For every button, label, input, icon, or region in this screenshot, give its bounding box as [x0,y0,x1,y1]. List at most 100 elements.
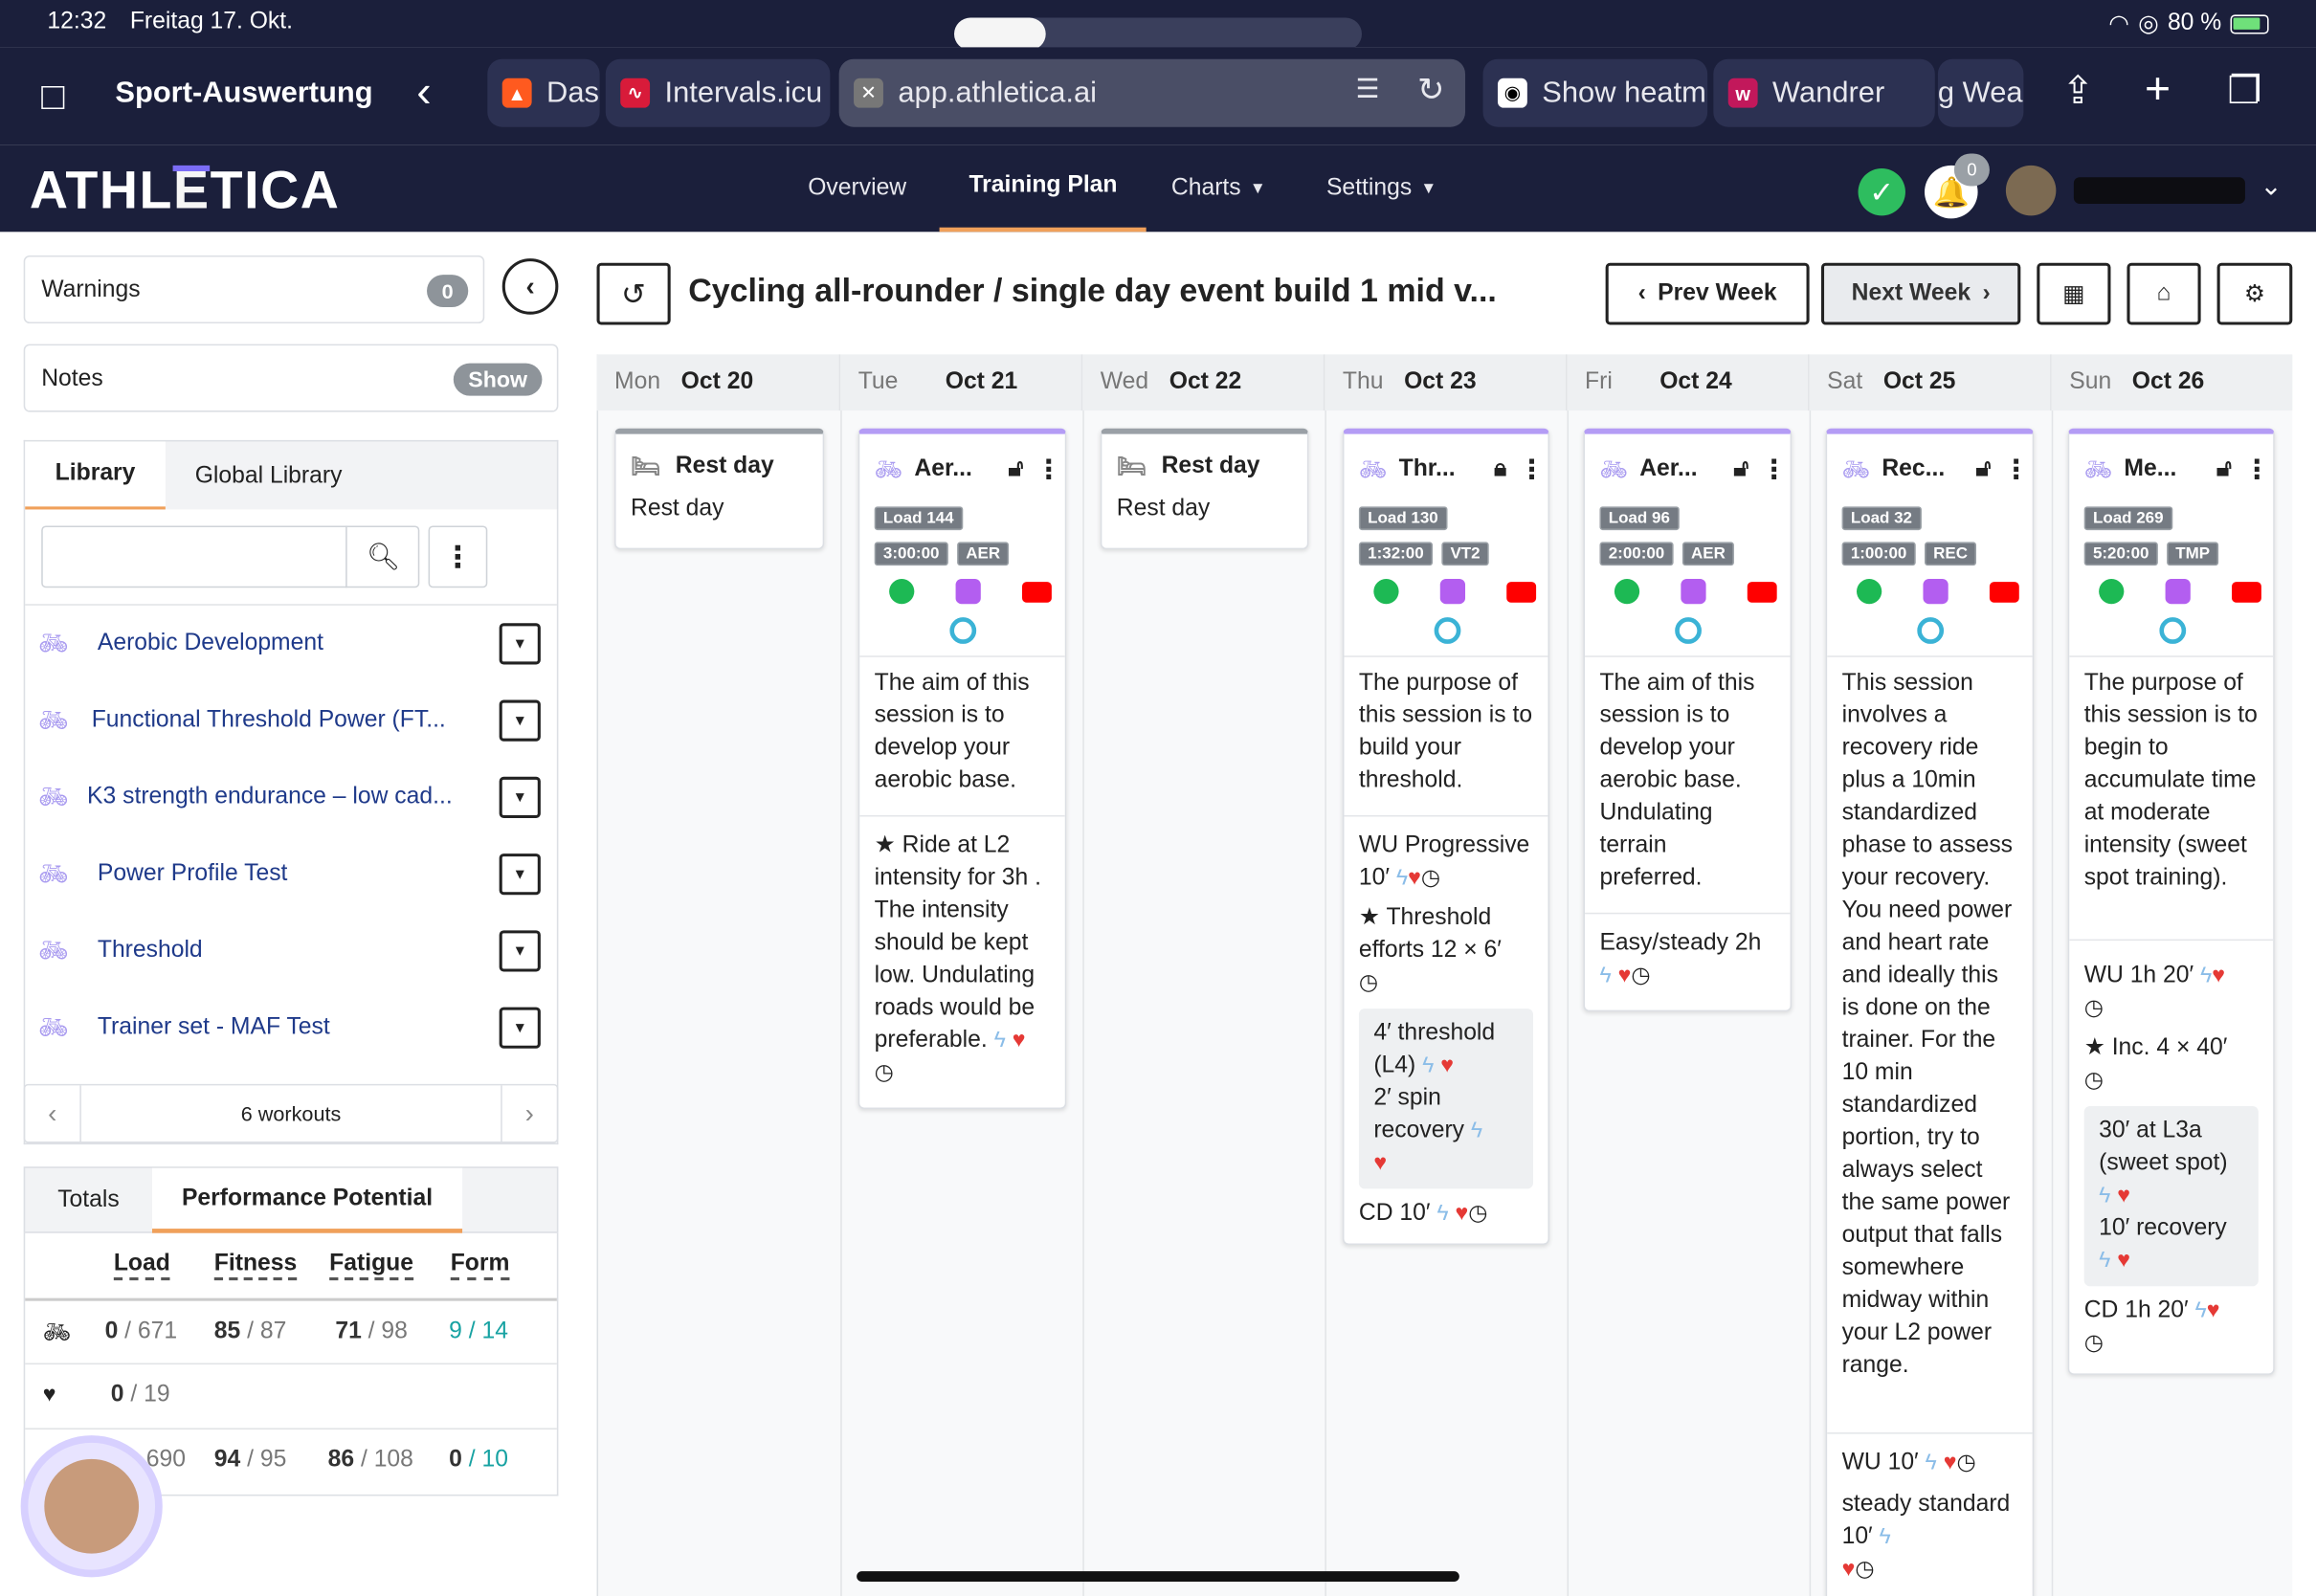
tab-totals[interactable]: Totals [57,1168,120,1233]
notes-show-button[interactable]: Show [453,363,543,396]
workout-card[interactable]: 🚲︎ Me... 🔓︎ ⋮ Load 269 5:20:00 TMP The purpo… [2067,428,2275,1375]
library-item[interactable]: 🚲︎ Threshold ▼ [24,913,559,989]
browser-tab-5[interactable]: w Wandrer [1713,58,1935,127]
next-week-button[interactable]: Next Week › [1820,262,2021,325]
chevron-down-icon[interactable]: ▼ [499,853,541,896]
spotify-icon[interactable] [1857,578,1882,605]
kebab-icon[interactable]: ⋮ [1760,454,1788,484]
reload-icon[interactable]: ↻ [1416,71,1445,108]
horizontal-scrollbar[interactable] [857,1571,1459,1582]
tab-global-library[interactable]: Global Library [195,441,343,511]
library-item[interactable]: 🚲︎ Power Profile Test ▼ [24,836,559,913]
podcast-app-icon[interactable] [1923,578,1949,605]
library-item-label: Power Profile Test [97,860,288,887]
rest-day-card[interactable]: 🛏︎ Rest day Rest day [614,428,825,550]
sidebar-toggle-icon[interactable]: □ [41,74,65,119]
browser-tab-2[interactable]: ∿ Intervals.icu [605,58,831,127]
tab-group-title[interactable]: Sport-Auswertung [115,77,373,110]
library-item[interactable]: 🚲︎ Aerobic Development ▼ [24,606,559,682]
browser-tab-4[interactable]: ◉ Show heatm [1482,58,1708,127]
history-button[interactable]: ↺ [596,262,671,325]
podcast-icon[interactable] [1675,617,1702,644]
workout-card[interactable]: 🚲︎ Thr... 🔒︎ ⋮ Load 130 1:32:00 VT2 The purp… [1342,428,1549,1246]
new-tab-icon[interactable]: + [2144,64,2171,114]
podcast-icon[interactable] [949,617,977,644]
media-pill[interactable] [954,17,1362,51]
chevron-down-icon[interactable]: ⌄ [2260,171,2283,201]
unlock-icon[interactable]: 🔓︎ [1975,455,1992,482]
calendar-button[interactable]: ▦ [2037,262,2111,325]
status-check-icon[interactable]: ✓ [1858,167,1905,216]
podcast-app-icon[interactable] [955,578,981,605]
kebab-icon[interactable]: ⋮ [1035,454,1062,484]
youtube-icon[interactable] [1506,581,1537,602]
warnings-panel[interactable]: Warnings 0 [23,255,485,323]
podcast-icon[interactable] [1917,617,1945,644]
chevron-down-icon[interactable]: ▼ [499,699,541,742]
pager-prev-icon[interactable]: ‹ [25,1085,81,1142]
coach-avatar-button[interactable] [20,1435,163,1578]
youtube-icon[interactable] [1989,581,2019,602]
chevron-down-icon[interactable]: ▼ [499,776,541,819]
pager-next-icon[interactable]: › [501,1085,557,1142]
unlock-icon[interactable]: 🔓︎ [2216,455,2233,482]
podcast-icon[interactable] [2159,617,2187,644]
header-fatigue[interactable]: Fatigue [329,1251,413,1281]
close-tab-icon[interactable]: ✕ [854,78,883,108]
chevron-down-icon[interactable]: ▼ [499,930,541,972]
youtube-icon[interactable] [1022,581,1052,602]
spotify-icon[interactable] [2099,578,2125,605]
kebab-icon[interactable]: ⋮ [2002,454,2030,484]
nav-training-plan[interactable]: Training Plan [939,144,1147,233]
header-form[interactable]: Form [450,1251,510,1281]
workout-card[interactable]: 🚲︎ Rec... 🔓︎ ⋮ Load 32 1:00:00 REC This sess… [1825,428,2035,1596]
athletica-logo[interactable]: ATHLETICA [30,160,341,222]
podcast-app-icon[interactable] [1439,578,1466,605]
prev-week-button[interactable]: ‹ Prev Week [1605,262,1810,325]
kebab-icon[interactable]: ⋮ [1518,454,1546,484]
spotify-icon[interactable] [1614,578,1640,605]
browser-tab-1[interactable]: ▲ Das [487,58,600,127]
youtube-icon[interactable] [1747,581,1777,602]
settings-button[interactable]: ⚙ [2216,262,2293,325]
user-avatar[interactable] [2005,165,2057,216]
spotify-icon[interactable] [889,578,915,605]
header-load[interactable]: Load [113,1251,170,1281]
tab-library[interactable]: Library [25,441,166,512]
spotify-icon[interactable] [1373,578,1399,605]
library-menu-button[interactable]: ⋮ [428,525,488,588]
podcast-app-icon[interactable] [2165,578,2191,605]
chevron-down-icon[interactable]: ▼ [499,1007,541,1049]
browser-tab-active[interactable]: ✕ app.athletica.ai ☰ ↻ [838,58,1466,127]
home-button[interactable]: ⌂ [2127,262,2201,325]
podcast-app-icon[interactable] [1681,578,1706,605]
unlock-icon[interactable]: 🔓︎ [1733,455,1749,482]
url-text[interactable]: app.athletica.ai [898,76,1098,109]
rest-day-card[interactable]: 🛏︎ Rest day Rest day [1100,428,1309,550]
tab-performance-potential[interactable]: Performance Potential [151,1167,463,1233]
library-item[interactable]: 🚲︎ Trainer set - MAF Test ▼ [24,989,559,1066]
collapse-panel-button[interactable]: ‹ [501,258,559,315]
workout-card[interactable]: 🚲︎ Aer... 🔓︎ ⋮ Load 144 3:00:00 AER The aim … [857,428,1067,1110]
youtube-icon[interactable] [2232,581,2261,602]
lock-icon[interactable]: 🔒︎ [1494,455,1507,482]
chevron-down-icon[interactable]: ▼ [499,623,541,665]
workout-card[interactable]: 🚲︎ Aer... 🔓︎ ⋮ Load 96 2:00:00 AER The aim o… [1583,428,1793,1012]
share-icon[interactable]: ⇪ [2061,67,2095,113]
tab-overview-icon[interactable]: ❐ [2227,67,2262,113]
nav-charts[interactable]: Charts ▼ [1171,144,1266,232]
nav-settings[interactable]: Settings ▼ [1326,144,1436,232]
podcast-icon[interactable] [1434,617,1461,644]
search-button[interactable]: 🔍︎ [345,525,419,588]
library-item[interactable]: 🚲︎ Functional Threshold Power (FT... ▼ [24,682,559,759]
reader-icon[interactable]: ☰ [1355,74,1380,104]
header-fitness[interactable]: Fitness [213,1251,298,1281]
browser-tab-6[interactable]: g Wea [1937,58,2024,127]
nav-overview[interactable]: Overview [808,144,906,232]
unlock-icon[interactable]: 🔓︎ [1008,455,1024,482]
kebab-icon[interactable]: ⋮ [2243,454,2271,484]
library-item[interactable]: 🚲︎ K3 strength endurance – low cad... ▼ [24,759,559,835]
library-search-input[interactable] [41,525,420,588]
back-chevron-icon[interactable]: ‹ [416,67,432,117]
user-name-redacted[interactable] [2073,177,2245,204]
